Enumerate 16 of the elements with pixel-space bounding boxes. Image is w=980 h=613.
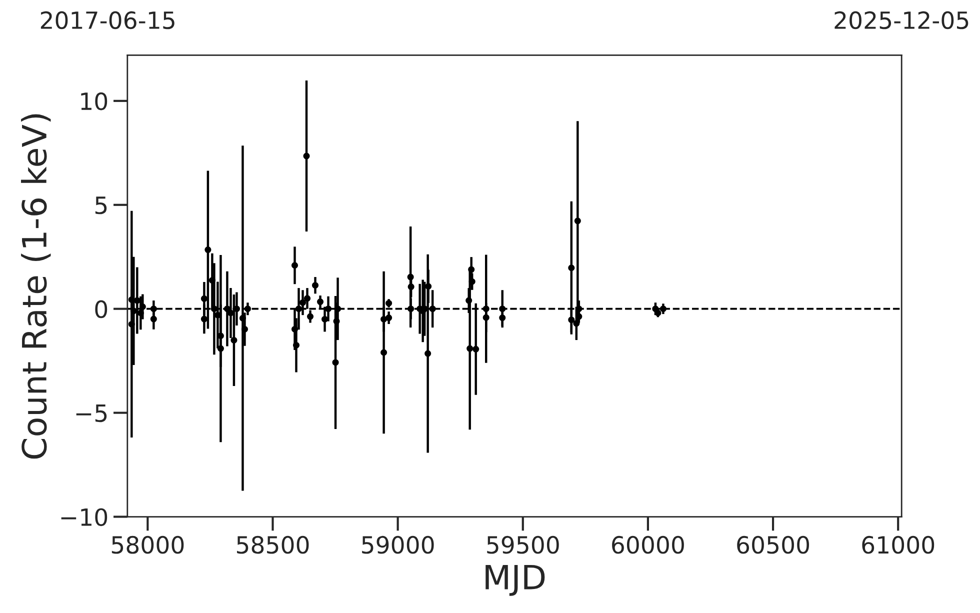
- x-tick-label: 58500: [237, 536, 309, 554]
- x-tick-label: 60500: [737, 536, 810, 554]
- y-tick-label: 0: [95, 300, 108, 318]
- x-tick-label: 60000: [612, 536, 684, 554]
- y-tick-label: 5: [95, 196, 107, 214]
- x-tick-label: 59000: [362, 536, 434, 554]
- y-axis-title: Count Rate (1-6 keV): [21, 114, 51, 459]
- y-tick-label: −10: [61, 508, 108, 526]
- x-tick-label: 61000: [862, 536, 934, 554]
- y-tick-label: −5: [76, 404, 107, 422]
- y-tick-label: 10: [81, 92, 108, 110]
- text: 2017-06-15: [40, 11, 174, 30]
- text: 2025-12-05: [834, 11, 968, 30]
- x-axis-title: MJD: [486, 564, 545, 596]
- x-tick-label: 59500: [487, 536, 559, 554]
- x-tick-label: 58000: [112, 536, 184, 554]
